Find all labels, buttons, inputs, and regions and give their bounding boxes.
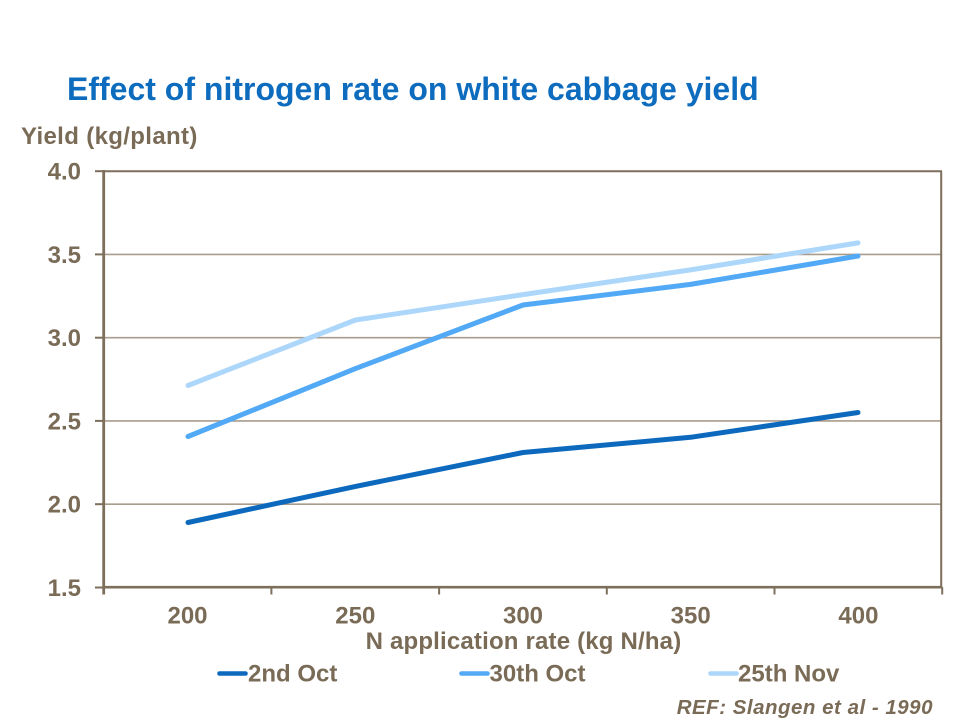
svg-text:350: 350 [671,603,711,630]
svg-text:Yield (kg/plant): Yield (kg/plant) [21,123,198,150]
svg-text:N application rate (kg N/ha): N application rate (kg N/ha) [366,628,682,655]
svg-text:REF: Slangen et al - 1990: REF: Slangen et al - 1990 [677,696,933,719]
svg-text:2.5: 2.5 [48,408,81,435]
svg-text:1.5: 1.5 [48,575,81,602]
svg-text:2.0: 2.0 [48,492,81,519]
svg-text:250: 250 [335,603,375,630]
svg-text:30th Oct: 30th Oct [490,661,586,688]
svg-text:3.5: 3.5 [48,242,81,269]
svg-text:3.0: 3.0 [48,325,81,352]
svg-text:300: 300 [503,603,543,630]
svg-text:Effect of nitrogen rate on whi: Effect of nitrogen rate on white cabbage… [67,71,759,107]
svg-text:25th Nov: 25th Nov [738,661,840,688]
svg-text:4.0: 4.0 [48,159,81,186]
svg-text:200: 200 [167,603,207,630]
svg-text:400: 400 [838,603,878,630]
svg-text:2nd Oct: 2nd Oct [248,661,337,688]
